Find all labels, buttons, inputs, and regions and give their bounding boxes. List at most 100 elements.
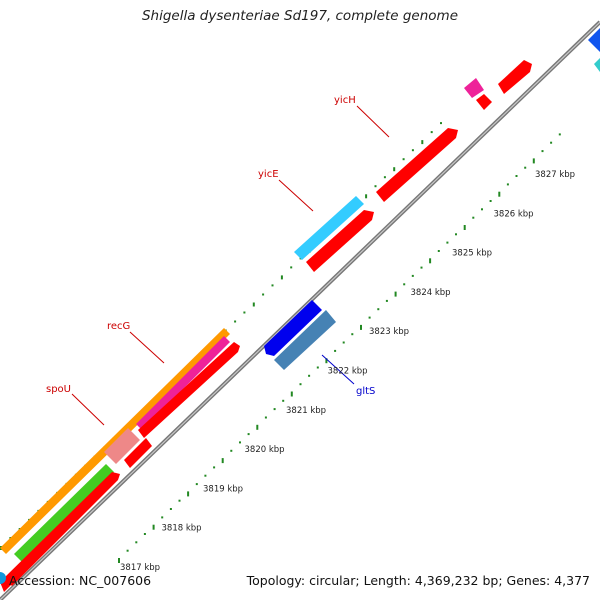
tick-dot [342, 341, 345, 344]
accession-text: Accession: NC_007606 [9, 573, 152, 588]
tick-dot [256, 424, 259, 430]
tick-dot [411, 274, 414, 277]
scale-dot [252, 302, 255, 307]
steelblue-reverse-bar[interactable] [274, 310, 336, 370]
tick-dot [152, 524, 155, 530]
scale-dot [271, 284, 274, 287]
edge-cyan-feature[interactable] [594, 58, 600, 72]
cds-arrow[interactable] [138, 342, 240, 438]
kbp-tick-label: 3817 kbp [120, 563, 160, 573]
tick-dot [506, 183, 509, 186]
scale-dot [402, 158, 405, 161]
kbp-tick-label: 3826 kbp [494, 209, 534, 219]
scale-dot [430, 131, 433, 134]
gene-label-yicE[interactable]: yicE [258, 169, 279, 180]
topology-text: Topology: circular; Length: 4,369,232 bp… [246, 573, 590, 588]
scale-dot [421, 140, 424, 145]
tick-dot [126, 549, 129, 552]
tick-dot [524, 166, 527, 169]
tick-dot [161, 516, 164, 519]
cds-arrow[interactable] [306, 210, 374, 272]
kbp-tick-label: 3822 kbp [328, 367, 368, 377]
tick-dot [290, 391, 293, 397]
cds-arrow[interactable] [4, 472, 120, 586]
edge-blue-feature[interactable] [588, 28, 600, 52]
kbp-tick-label: 3827 kbp [535, 170, 575, 180]
scale-dot [280, 275, 283, 280]
kbp-tick-label: 3825 kbp [452, 249, 492, 259]
tick-dot [221, 458, 224, 464]
scale-dot [290, 266, 293, 269]
cyan-feature-bar[interactable] [294, 196, 364, 260]
tick-dot [247, 433, 250, 436]
map-title: Shigella dysenteriae Sd197, complete gen… [141, 8, 459, 24]
cds-arrow[interactable] [476, 94, 492, 110]
scale-dot [243, 311, 246, 314]
tick-dot [541, 150, 544, 153]
scale-dot [365, 194, 368, 199]
tick-dot [472, 216, 475, 219]
cds-arrow[interactable] [0, 574, 16, 592]
tick-dot [282, 399, 285, 402]
magenta-feature-bar[interactable] [136, 336, 230, 430]
scale-dot [374, 185, 377, 188]
upper-feature-lane [0, 328, 230, 562]
tick-dot [204, 474, 207, 477]
tick-dot [403, 283, 406, 286]
tick-dot [455, 233, 457, 236]
cds-arrow[interactable] [376, 128, 458, 202]
gene-label-yicH[interactable]: yicH [334, 95, 356, 106]
tick-dot [308, 374, 311, 377]
pink-feature-bar[interactable] [104, 428, 140, 464]
tick-dot [463, 225, 466, 230]
tick-dot [273, 408, 276, 411]
cds-arrow[interactable] [124, 438, 152, 468]
scale-dot [262, 293, 265, 296]
gltS-leader [321, 354, 355, 385]
tick-dot [316, 366, 319, 369]
tick-dot [385, 299, 388, 302]
tick-dot [420, 266, 423, 269]
tick-dot [143, 533, 146, 535]
tick-dot [394, 291, 397, 297]
kbp-tick-label: 3820 kbp [245, 445, 285, 455]
recG-leader [129, 331, 165, 364]
gene-label-gltS[interactable]: gltS [356, 386, 375, 397]
spoU-leader [71, 393, 105, 426]
genome-backbone-highlight [0, 21, 600, 600]
tick-dot [264, 416, 267, 419]
kbp-tick-labels: 3817 kbp 3818 kbp 3819 kbp 3820 kbp 3821 kbp… [120, 170, 575, 573]
tick-dot [489, 200, 492, 202]
tick-dot [299, 383, 302, 386]
gene-label-recG[interactable]: recG [107, 321, 130, 332]
green-feature-bar[interactable] [14, 464, 114, 562]
gene-label-spoU[interactable]: spoU [46, 384, 71, 395]
tick-dot [532, 158, 535, 164]
tick-dot [377, 308, 380, 311]
tick-dot [558, 133, 561, 136]
cds-arrow[interactable] [498, 60, 532, 94]
tick-dot [195, 483, 198, 486]
magenta-small-feature[interactable] [464, 78, 484, 98]
tick-dot [368, 316, 371, 319]
kbp-tick-label: 3824 kbp [411, 288, 451, 298]
tick-dot [550, 141, 553, 144]
tick-dot [118, 558, 120, 563]
kbp-tick-label: 3823 kbp [369, 327, 409, 337]
forward-cds-lane [0, 60, 532, 592]
tick-dot [360, 324, 362, 330]
tick-dot [178, 499, 181, 502]
tick-dot [481, 208, 483, 211]
tick-dot [437, 250, 440, 252]
blue-reverse-arrow[interactable] [264, 300, 322, 356]
tick-dot [187, 491, 190, 497]
tick-dot [230, 449, 233, 452]
kbp-tick-label: 3819 kbp [203, 484, 243, 494]
tick-dot [429, 258, 432, 264]
edge-left-feature[interactable] [0, 572, 6, 584]
tick-dot [498, 191, 501, 197]
tick-dot [169, 508, 172, 510]
tick-dot [213, 466, 216, 469]
scale-dot [383, 176, 386, 179]
